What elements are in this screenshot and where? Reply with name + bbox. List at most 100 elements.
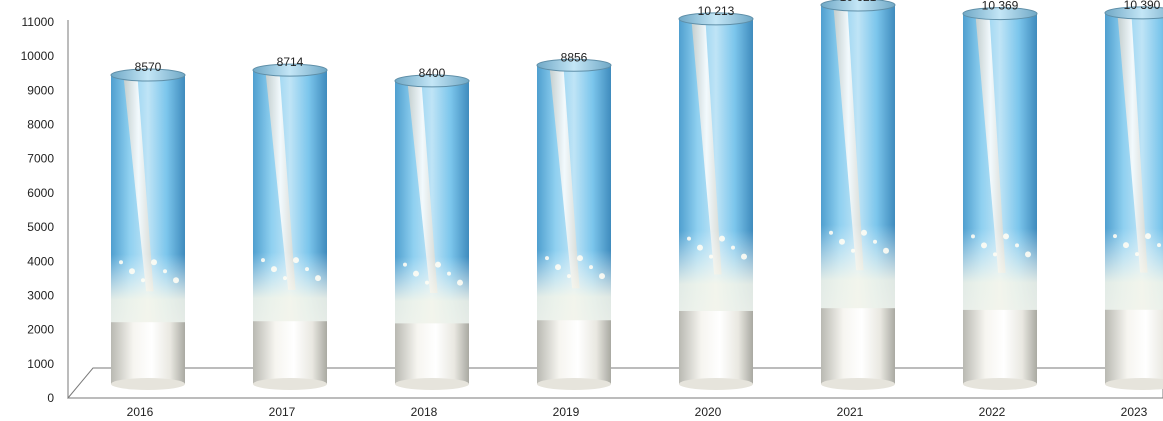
milk-stream [1117, 12, 1148, 273]
milk-stream [407, 80, 438, 294]
bar-base [537, 378, 611, 390]
milk-droplet [851, 248, 855, 253]
x-tick-label: 2022 [979, 405, 1006, 419]
milk-droplet [315, 275, 321, 282]
bar [536, 58, 612, 390]
bar [678, 12, 754, 390]
milk-droplet [839, 238, 845, 245]
bar-cap [394, 74, 470, 88]
bar-base [111, 378, 185, 390]
bar-base [963, 378, 1037, 390]
milk-droplet [425, 280, 429, 285]
milk-droplet [435, 261, 441, 268]
label-layer: 8570 2016 8714 2017 8400 2018 8856 2019 10 213 20… [127, 0, 1161, 419]
milk-droplet [1123, 242, 1129, 249]
milk-pool [963, 309, 1037, 384]
milk-droplet [261, 258, 265, 263]
milk-droplet [163, 269, 167, 274]
milk-pool [111, 322, 185, 384]
milk-droplet [1003, 233, 1009, 240]
milk-droplet [545, 256, 549, 261]
y-tick-label: 1000 [27, 357, 54, 371]
bar-cap [1104, 6, 1163, 20]
milk-droplet [697, 244, 703, 251]
milk-droplet [993, 252, 997, 257]
bar-cap [820, 0, 896, 12]
bar-base [821, 378, 895, 390]
axis-layer: 0 1000 2000 3000 4000 5000 6000 7000 8000 9000 100… [21, 15, 1163, 405]
data-label: 10 621 [840, 0, 877, 4]
bar-cap [110, 68, 186, 82]
milk-droplet [829, 230, 833, 235]
milk-droplet [457, 279, 463, 286]
milk-stream [123, 75, 154, 292]
y-tick-label: 6000 [27, 186, 54, 200]
milk-droplet [413, 270, 419, 277]
milk-pool [537, 320, 611, 384]
milk-droplet [873, 239, 877, 244]
milk-droplet [577, 255, 583, 262]
milk-droplet [709, 254, 713, 259]
milk-droplet [1145, 233, 1151, 240]
milk-droplet [1135, 252, 1139, 257]
milk-droplet [883, 247, 889, 254]
milk-droplet [447, 271, 451, 276]
milk-droplet [293, 257, 299, 264]
milk-droplet [719, 235, 725, 242]
bar [110, 68, 186, 390]
bar [820, 0, 896, 390]
data-label: 8570 [135, 60, 162, 74]
milk-stream [265, 70, 296, 290]
x-tick-label: 2019 [553, 405, 580, 419]
bar-base [679, 378, 753, 390]
milk-stream [975, 13, 1006, 273]
bar [962, 7, 1038, 390]
milk-droplet [141, 278, 145, 283]
milk-pool [1105, 309, 1163, 384]
data-label: 10 369 [982, 0, 1019, 13]
bar-cap [678, 12, 754, 26]
y-tick-label: 3000 [27, 288, 54, 302]
data-label: 8856 [561, 50, 588, 64]
milk-droplet [271, 266, 277, 273]
bar-cap [962, 7, 1038, 21]
bar [252, 63, 328, 390]
milk-droplet [1113, 234, 1117, 239]
y-tick-label: 10000 [21, 49, 55, 63]
milk-stream [833, 4, 864, 271]
milk-droplet [589, 265, 593, 270]
bar [394, 74, 470, 390]
y-tick-label: 5000 [27, 220, 54, 234]
milk-pool [395, 323, 469, 384]
milk-stream [691, 18, 722, 275]
milk-droplet [1025, 251, 1031, 258]
milk-droplet [731, 245, 735, 250]
milk-droplet [283, 276, 287, 281]
x-tick-label: 2021 [837, 405, 864, 419]
x-tick-label: 2016 [127, 405, 154, 419]
milk-droplet [305, 267, 309, 272]
milk-pool [821, 308, 895, 384]
milk-droplet [173, 277, 179, 284]
milk-droplet [599, 273, 605, 280]
bar [1104, 6, 1163, 390]
y-tick-label: 4000 [27, 254, 54, 268]
y-tick-label: 2000 [27, 323, 54, 337]
x-tick-label: 2018 [411, 405, 438, 419]
data-label: 10 390 [1124, 0, 1161, 12]
milk-droplet [151, 259, 157, 266]
milk-droplet [687, 236, 691, 241]
bar-cap [536, 58, 612, 72]
milk-stream [549, 65, 580, 289]
x-tick-label: 2017 [269, 405, 296, 419]
milk-droplet [1157, 243, 1161, 248]
milk-droplet [1015, 243, 1019, 248]
data-label: 10 213 [698, 4, 735, 18]
y-tick-label: 0 [47, 391, 54, 405]
bar-cap [252, 63, 328, 77]
milk-pool [253, 321, 327, 384]
milk-droplet [555, 264, 561, 271]
milk-droplet [861, 229, 867, 236]
